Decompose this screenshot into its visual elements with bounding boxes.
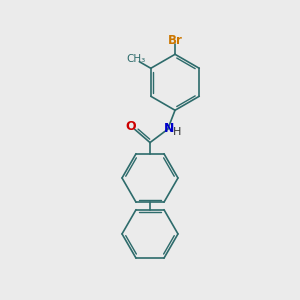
Text: H: H [173, 127, 181, 137]
Text: CH₃: CH₃ [126, 54, 146, 64]
Text: O: O [126, 121, 136, 134]
Text: N: N [164, 122, 174, 135]
Text: Br: Br [168, 34, 182, 47]
